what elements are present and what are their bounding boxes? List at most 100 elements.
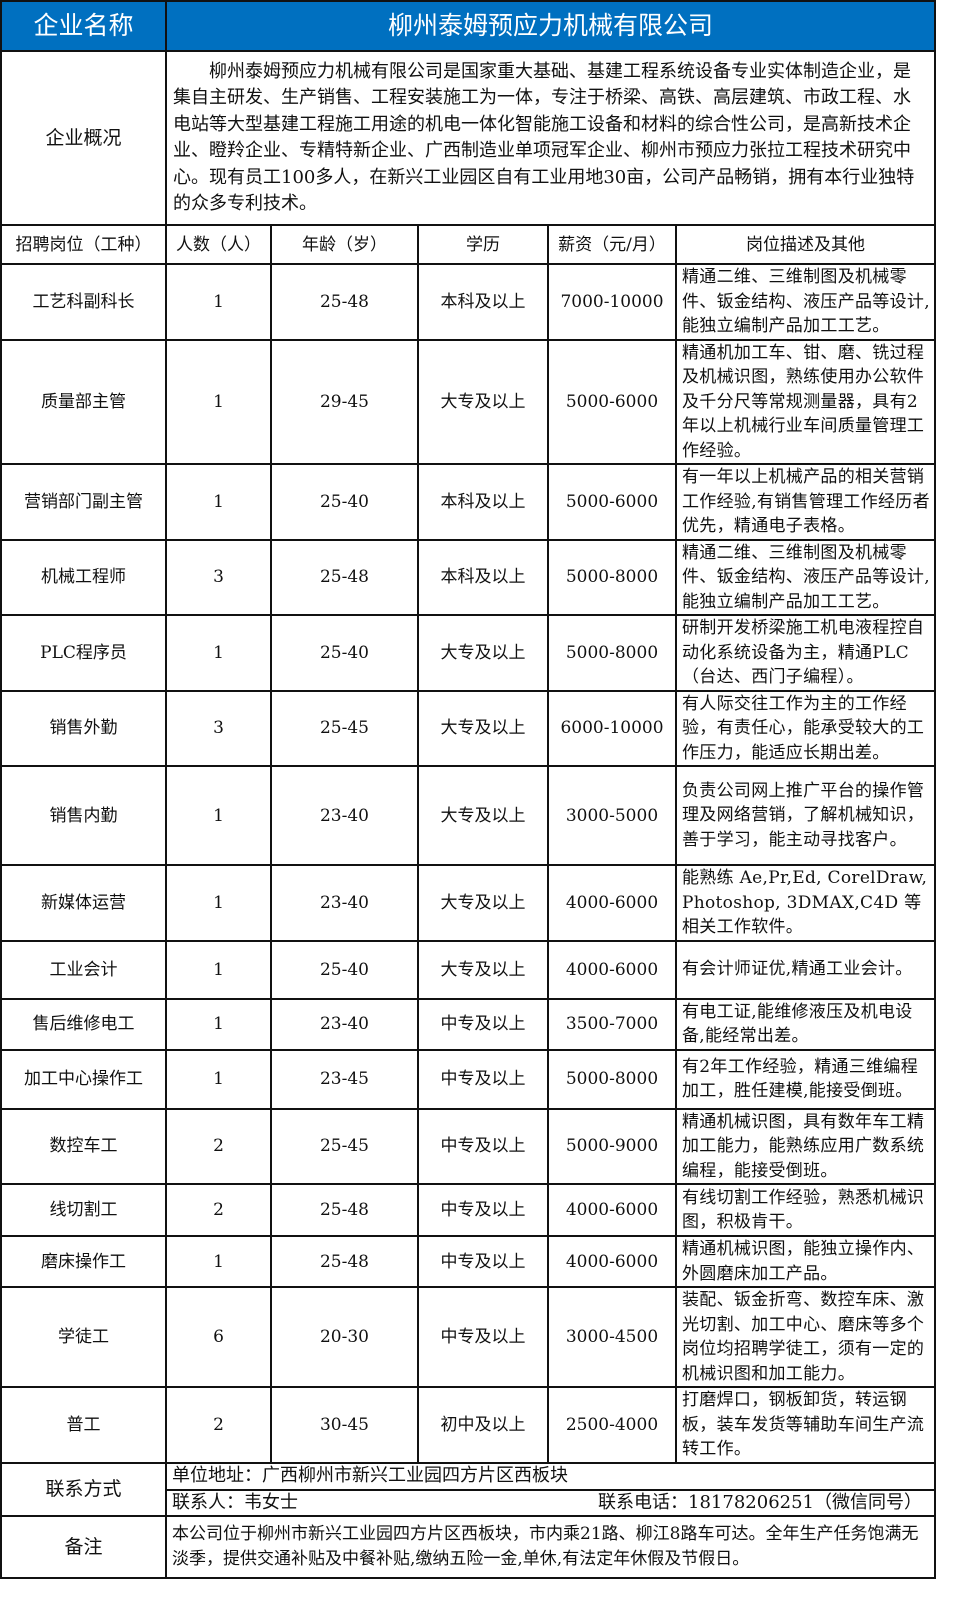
job-title: 新媒体运营 xyxy=(0,864,167,942)
job-title: 线切割工 xyxy=(0,1183,167,1237)
salary: 2500-4000 xyxy=(547,1386,677,1464)
age-range: 20-30 xyxy=(270,1286,419,1388)
table-row: 数控车工 2 25-45 中专及以上 5000-9000 精通机械识图，具有数年车工精加工… xyxy=(0,1107,937,1185)
table-row: 新媒体运营 1 23-40 大专及以上 4000-6000 能熟练 Ae,Pr,Ed, C… xyxy=(0,864,937,942)
salary: 4000-6000 xyxy=(547,1183,677,1237)
table-row: 销售内勤 1 23-40 大专及以上 3000-5000 负责公司网上推广平台的操作管理及… xyxy=(0,765,937,866)
job-description: 精通二维、三维制图及机械零件、钣金结构、液压产品等设计,能独立编制产品加工工艺。 xyxy=(674,538,937,616)
education: 大专及以上 xyxy=(417,765,549,866)
education: 初中及以上 xyxy=(417,1386,549,1464)
table-row: 线切割工 2 25-48 中专及以上 4000-6000 有线切割工作经验，熟悉机械识图，… xyxy=(0,1183,937,1237)
remarks-row: 备注 本公司位于柳州市新兴工业园四方片区西板块，市内乘21路、柳江8路车可达。全… xyxy=(0,1514,937,1579)
job-description: 精通二维、三维制图及机械零件、钣金结构、液压产品等设计,能独立编制产品加工工艺。 xyxy=(674,263,937,341)
salary: 5000-8000 xyxy=(547,538,677,616)
job-description: 能熟练 Ae,Pr,Ed, CorelDraw, Photoshop, 3DMA… xyxy=(674,864,937,942)
job-description: 研制开发桥梁施工机电液程控自动化系统设备为主，精通PLC（台达、西门子编程）。 xyxy=(674,614,937,692)
recruitment-table: 企业名称 柳州泰姆预应力机械有限公司 企业概况 柳州泰姆预应力机械有限公司是国家… xyxy=(0,0,937,1579)
table-row: 学徒工 6 20-30 中专及以上 3000-4500 装配、钣金折弯、数控车床、激光切割… xyxy=(0,1286,937,1388)
remarks-label: 备注 xyxy=(0,1514,167,1579)
education: 中专及以上 xyxy=(417,1048,549,1110)
headcount: 1 xyxy=(165,338,272,465)
table-row: 机械工程师 3 25-48 本科及以上 5000-8000 精通二维、三维制图及机械零件、… xyxy=(0,538,937,616)
contact-label: 联系方式 xyxy=(0,1461,167,1517)
table-row: 质量部主管 1 29-45 大专及以上 5000-6000 精通机加工车、钳、磨、铣过程及… xyxy=(0,338,937,465)
job-description: 精通机加工车、钳、磨、铣过程及机械识图，熟练使用办公软件及千分尺等常规测量器，具… xyxy=(674,338,937,465)
col-salary: 薪资（元/月） xyxy=(547,224,677,265)
job-title: PLC程序员 xyxy=(0,614,167,692)
age-range: 25-48 xyxy=(270,538,419,616)
overview-text: 柳州泰姆预应力机械有限公司是国家重大基础、基建工程系统设备专业实体制造企业，是集… xyxy=(164,50,937,226)
education: 本科及以上 xyxy=(417,263,549,341)
headcount: 3 xyxy=(165,538,272,616)
education: 中专及以上 xyxy=(417,997,549,1051)
education: 大专及以上 xyxy=(417,614,549,692)
contact-row-person: 联系人：韦女士 联系电话：18178206251（微信同号） xyxy=(1,1488,937,1517)
age-range: 25-40 xyxy=(270,463,419,541)
education: 大专及以上 xyxy=(417,338,549,465)
headcount: 1 xyxy=(165,864,272,942)
salary: 6000-10000 xyxy=(547,689,677,767)
table-row: 售后维修电工 1 23-40 中专及以上 3500-7000 有电工证,能维修液压及机电设… xyxy=(0,997,937,1051)
age-range: 23-40 xyxy=(270,765,419,866)
contact-address: 单位地址：广西柳州市新兴工业园四方片区西板块 xyxy=(164,1461,937,1491)
col-position: 招聘岗位（工种） xyxy=(0,224,167,265)
education: 中专及以上 xyxy=(417,1183,549,1237)
age-range: 23-40 xyxy=(270,997,419,1051)
job-title: 销售外勤 xyxy=(0,689,167,767)
col-education: 学历 xyxy=(417,224,549,265)
job-title: 售后维修电工 xyxy=(0,997,167,1051)
company-name-label: 企业名称 xyxy=(0,0,167,52)
job-title: 营销部门副主管 xyxy=(0,463,167,541)
table-row: 普工 2 30-45 初中及以上 2500-4000 打磨焊口，钢板卸货，转运钢板，装车发… xyxy=(0,1386,937,1464)
headcount: 2 xyxy=(165,1386,272,1464)
education: 中专及以上 xyxy=(417,1286,549,1388)
education: 大专及以上 xyxy=(417,689,549,767)
salary: 5000-6000 xyxy=(547,338,677,465)
salary: 3000-4500 xyxy=(547,1286,677,1388)
col-description: 岗位描述及其他 xyxy=(674,224,937,265)
contact-phone: 联系电话：18178206251（微信同号） xyxy=(598,1491,923,1513)
salary: 3500-7000 xyxy=(547,997,677,1051)
salary: 5000-8000 xyxy=(547,1048,677,1110)
education: 中专及以上 xyxy=(417,1107,549,1185)
job-description: 有线切割工作经验，熟悉机械识图，积极肯干。 xyxy=(674,1183,937,1237)
salary: 7000-10000 xyxy=(547,263,677,341)
col-count: 人数（人） xyxy=(165,224,272,265)
job-title: 机械工程师 xyxy=(0,538,167,616)
table-row: 工艺科副科长 1 25-48 本科及以上 7000-10000 精通二维、三维制图及机械零… xyxy=(0,263,937,341)
headcount: 1 xyxy=(165,939,272,1000)
education: 本科及以上 xyxy=(417,463,549,541)
headcount: 1 xyxy=(165,997,272,1051)
education: 中专及以上 xyxy=(417,1235,549,1288)
job-description: 打磨焊口，钢板卸货，转运钢板，装车发货等辅助车间生产流转工作。 xyxy=(674,1386,937,1464)
age-range: 29-45 xyxy=(270,338,419,465)
headcount: 6 xyxy=(165,1286,272,1388)
job-description: 精通机械识图，能独立操作内、外圆磨床加工产品。 xyxy=(674,1235,937,1288)
education: 本科及以上 xyxy=(417,538,549,616)
contact-person: 联系人：韦女士 xyxy=(172,1491,298,1513)
headcount: 1 xyxy=(165,463,272,541)
job-description: 有电工证,能维修液压及机电设备,能经常出差。 xyxy=(674,997,937,1051)
age-range: 30-45 xyxy=(270,1386,419,1464)
job-description: 负责公司网上推广平台的操作管理及网络营销，了解机械知识，善于学习，能主动寻找客户… xyxy=(674,765,937,866)
header-row: 企业名称 柳州泰姆预应力机械有限公司 xyxy=(0,0,937,52)
headcount: 1 xyxy=(165,1235,272,1288)
job-title: 数控车工 xyxy=(0,1107,167,1185)
job-description: 有一年以上机械产品的相关营销工作经验,有销售管理工作经历者优先，精通电子表格。 xyxy=(674,463,937,541)
contact-row-address: 联系方式 单位地址：广西柳州市新兴工业园四方片区西板块 xyxy=(0,1461,937,1517)
col-age: 年龄（岁） xyxy=(270,224,419,265)
table-row: 磨床操作工 1 25-48 中专及以上 4000-6000 精通机械识图，能独立操作内、外… xyxy=(0,1235,937,1288)
job-title: 磨床操作工 xyxy=(0,1235,167,1288)
table-row: 工业会计 1 25-40 大专及以上 4000-6000 有会计师证优,精通工业会计。 xyxy=(0,939,937,1000)
education: 大专及以上 xyxy=(417,864,549,942)
headcount: 1 xyxy=(165,263,272,341)
age-range: 25-45 xyxy=(270,689,419,767)
job-title: 工业会计 xyxy=(0,939,167,1000)
age-range: 25-48 xyxy=(270,1235,419,1288)
job-description: 有2年工作经验，精通三维编程加工，胜任建模,能接受倒班。 xyxy=(674,1048,937,1110)
age-range: 25-48 xyxy=(270,1183,419,1237)
headcount: 2 xyxy=(165,1107,272,1185)
job-title: 工艺科副科长 xyxy=(0,263,167,341)
headcount: 3 xyxy=(165,689,272,767)
age-range: 25-45 xyxy=(270,1107,419,1185)
